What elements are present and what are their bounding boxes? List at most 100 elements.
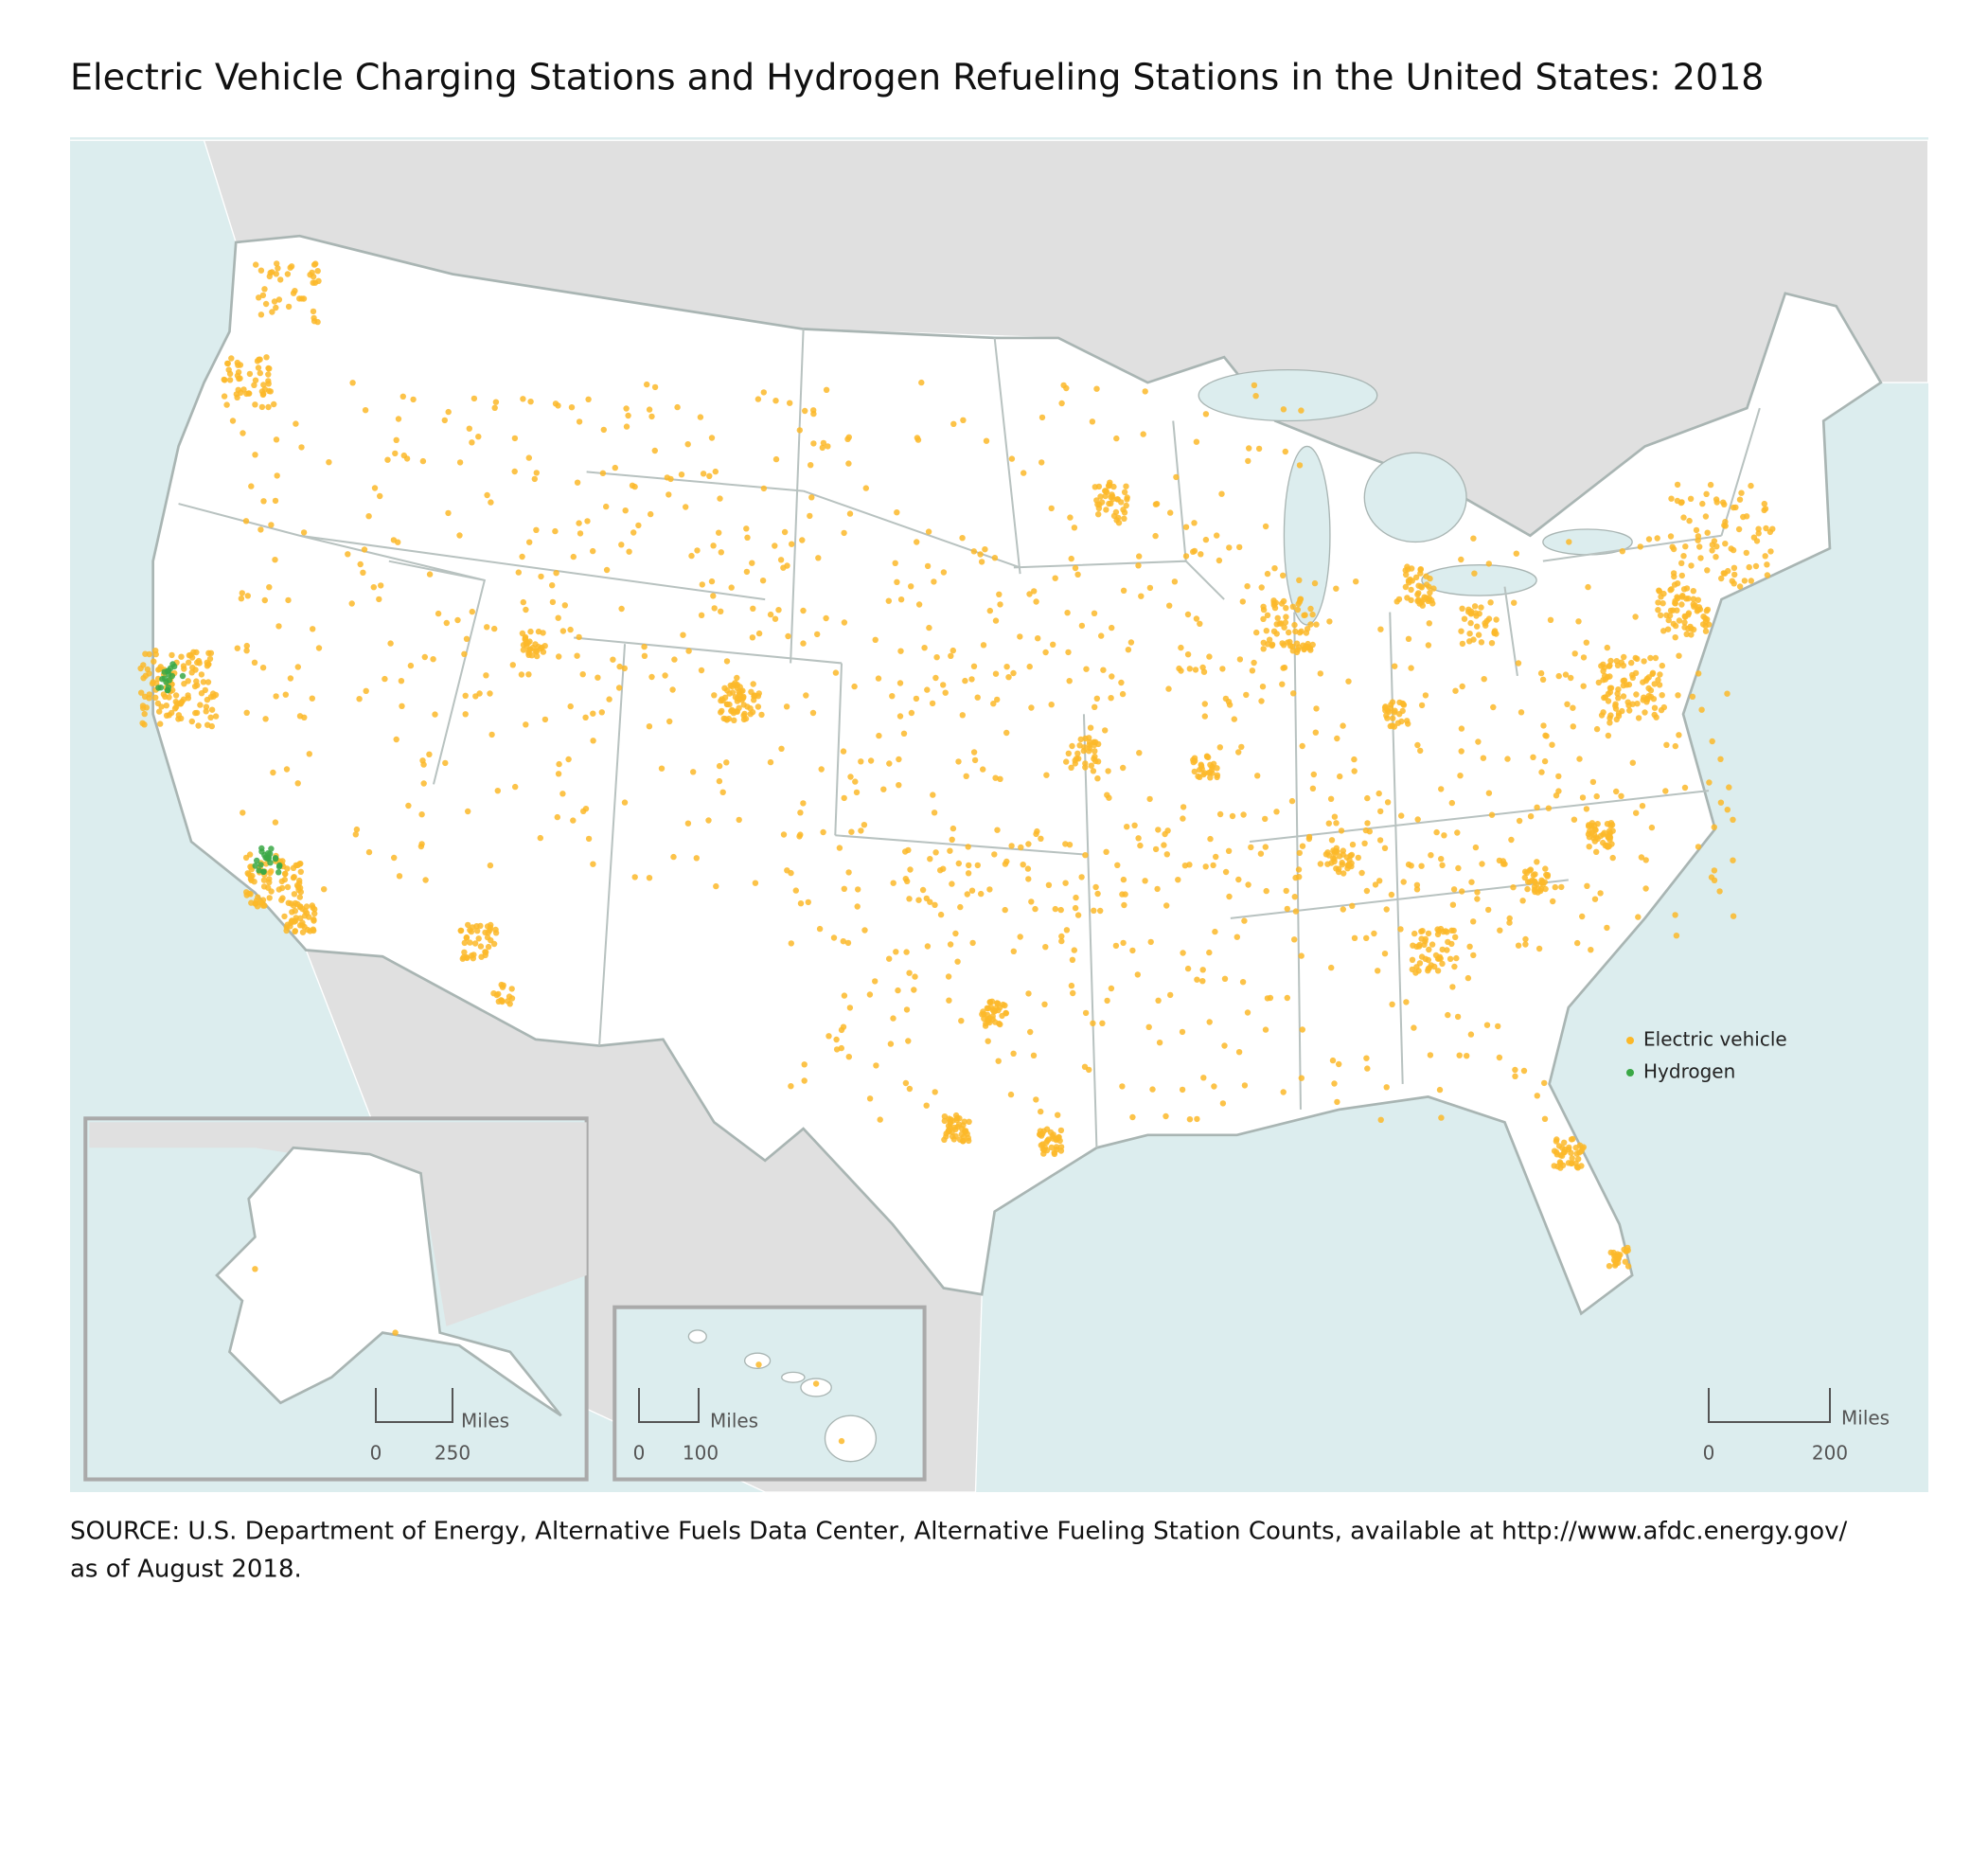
station-dot [1711,867,1718,874]
station-dot [1210,862,1216,869]
station-dot [1102,727,1109,734]
scale-unit: Miles [710,1410,758,1432]
station-dot [962,1128,968,1134]
station-dot [1402,583,1410,591]
station-dot [1062,880,1069,886]
station-dot [1333,585,1340,592]
station-dot [189,665,196,671]
station-dot [1086,738,1093,746]
station-dot [992,1019,999,1025]
station-dot [257,369,263,377]
station-dot [1216,557,1223,564]
station-dot [272,819,279,826]
station-dot [263,354,270,361]
station-dot [1600,677,1606,684]
station-dot [1585,583,1591,591]
station-dot [559,791,566,797]
station-dot [1114,496,1121,503]
legend-swatch [1626,1037,1634,1044]
station-dot [298,295,305,302]
station-dot [252,401,258,408]
station-dot [1309,641,1316,649]
station-dot [311,917,317,924]
station-dot [1095,511,1102,518]
station-dot [487,862,494,869]
station-dot [1083,666,1090,672]
station-dot [1597,890,1604,897]
station-dot [940,682,947,688]
station-dot [772,455,780,463]
station-dot [1576,1142,1584,1148]
station-dot [946,997,952,1004]
station-dot [755,1361,762,1368]
station-dot [298,444,305,451]
station-dot [257,526,264,533]
station-dot [140,662,147,668]
station-dot [1538,769,1545,775]
station-dot [1109,624,1115,631]
station-dot [1490,703,1497,711]
station-dot [384,456,391,463]
station-dot [1297,596,1305,602]
station-dot [1025,990,1032,997]
station-dot [1730,857,1736,863]
station-dot [1307,605,1314,613]
station-dot [1060,382,1067,389]
station-dot [1202,863,1209,870]
station-dot [554,813,560,821]
station-dot [1388,702,1394,708]
station-dot [1418,953,1426,960]
station-dot [253,261,259,268]
station-dot [175,712,183,719]
station-dot [1542,885,1549,893]
station-dot [1047,1129,1055,1136]
station-dot [1038,414,1046,421]
station-dot [1421,941,1428,949]
station-dot [1764,561,1770,568]
station-dot [1267,994,1274,1002]
station-dot [457,927,465,934]
station-dot [997,601,1003,608]
station-dot [432,711,438,718]
station-dot [897,596,905,603]
station-dot [1389,1001,1395,1008]
station-dot [841,619,848,626]
station-dot [1513,550,1520,557]
station-dot [287,923,293,930]
station-dot [314,318,321,326]
source-line: SOURCE: U.S. Department of Energy, Alter… [70,1518,1848,1546]
station-dot [1273,631,1280,637]
station-dot [666,718,673,725]
station-dot [1003,729,1010,737]
station-dot [565,756,572,763]
station-dot [1048,702,1055,708]
station-dot [1625,681,1633,688]
station-dot [1052,905,1059,913]
station-dot [1307,621,1314,628]
station-dot [1018,844,1024,851]
station-dot [154,700,162,707]
station-dot [1688,562,1695,569]
station-dot [523,721,529,728]
station-dot [820,439,827,447]
station-dot [520,647,527,653]
station-dot [1038,1108,1044,1115]
station-dot [1003,664,1010,670]
station-dot [556,653,562,660]
station-dot [1690,588,1697,595]
station-dot [252,452,258,458]
station-dot [1317,670,1324,677]
station-dot [749,560,755,566]
station-dot [1198,765,1205,773]
station-dot [1351,934,1358,941]
station-dot [1658,594,1664,600]
station-dot [549,582,556,589]
station-dot [161,675,168,682]
station-dot [947,1119,953,1126]
station-dot [1655,599,1661,606]
station-dot [1574,939,1581,947]
station-dot [1251,382,1258,389]
station-dot [207,714,214,720]
station-dot [257,311,265,318]
station-dot [1251,659,1257,667]
